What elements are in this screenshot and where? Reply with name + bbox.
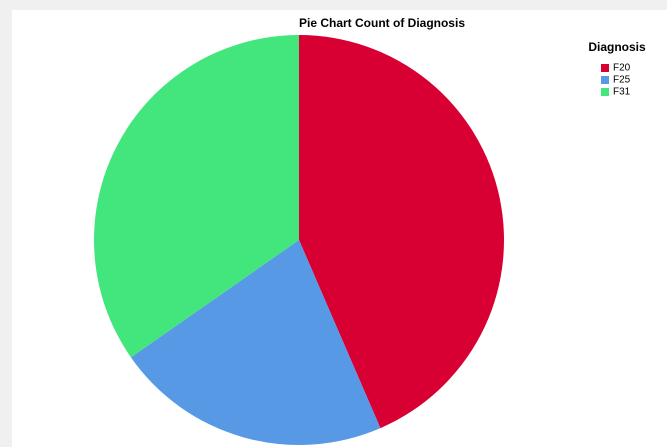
legend-swatch [601, 64, 609, 72]
pie-slice [299, 35, 504, 429]
legend-label: F31 [613, 87, 631, 98]
legend-swatch [601, 76, 609, 84]
legend-title: Diagnosis [588, 40, 646, 54]
pie-slice [93, 35, 299, 358]
pie-slice [130, 240, 381, 445]
legend-label: F20 [613, 63, 631, 74]
chart-title: Pie Chart Count of Diagnosis [299, 16, 465, 30]
legend-swatch [601, 88, 609, 96]
legend-label: F25 [613, 75, 631, 86]
